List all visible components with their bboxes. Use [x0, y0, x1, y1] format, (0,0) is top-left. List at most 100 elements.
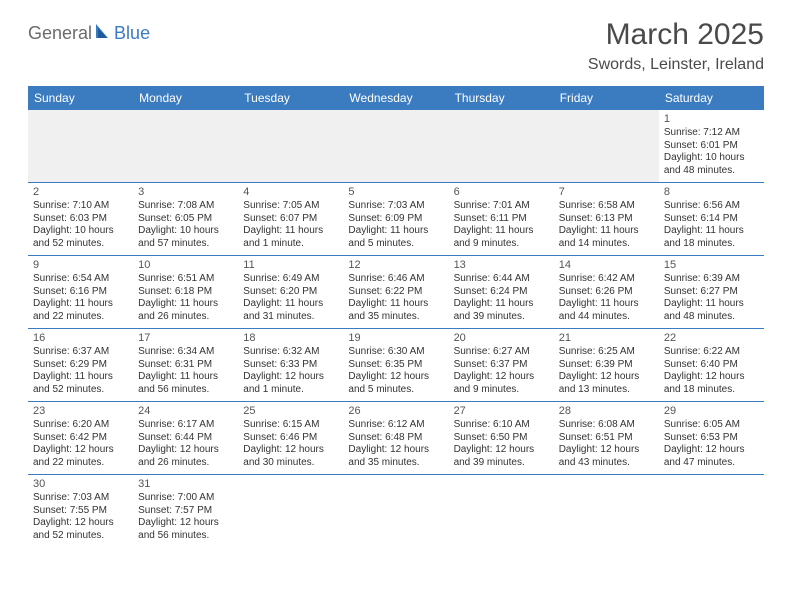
calendar-day-cell: 7Sunrise: 6:58 AMSunset: 6:13 PMDaylight… [554, 183, 659, 256]
sunrise-text: Sunrise: 6:22 AM [664, 346, 759, 359]
sunrise-text: Sunrise: 6:37 AM [33, 346, 128, 359]
sunrise-text: Sunrise: 7:08 AM [138, 200, 233, 213]
day-number: 18 [243, 332, 338, 344]
day-header: Wednesday [343, 86, 448, 110]
month-title: March 2025 [588, 18, 764, 52]
daylight-text-2: and 18 minutes. [664, 384, 759, 397]
daylight-text-1: Daylight: 11 hours [348, 298, 443, 311]
daylight-text-1: Daylight: 12 hours [348, 444, 443, 457]
sunrise-text: Sunrise: 6:12 AM [348, 419, 443, 432]
daylight-text-1: Daylight: 11 hours [454, 225, 549, 238]
daylight-text-2: and 1 minute. [243, 238, 338, 251]
calendar-day-cell [133, 110, 238, 183]
calendar-week-row: 2Sunrise: 7:10 AMSunset: 6:03 PMDaylight… [28, 183, 764, 256]
day-number: 29 [664, 405, 759, 417]
day-number: 12 [348, 259, 443, 271]
day-number: 30 [33, 478, 128, 490]
calendar-day-cell: 2Sunrise: 7:10 AMSunset: 6:03 PMDaylight… [28, 183, 133, 256]
daylight-text-2: and 1 minute. [243, 384, 338, 397]
sunrise-text: Sunrise: 6:58 AM [559, 200, 654, 213]
day-number: 1 [664, 113, 759, 125]
calendar-day-cell: 5Sunrise: 7:03 AMSunset: 6:09 PMDaylight… [343, 183, 448, 256]
daylight-text-2: and 56 minutes. [138, 384, 233, 397]
logo-text-general: General [28, 23, 92, 44]
sunset-text: Sunset: 6:46 PM [243, 432, 338, 445]
sunrise-text: Sunrise: 7:10 AM [33, 200, 128, 213]
sunset-text: Sunset: 6:16 PM [33, 286, 128, 299]
daylight-text-2: and 48 minutes. [664, 311, 759, 324]
daylight-text-2: and 9 minutes. [454, 238, 549, 251]
daylight-text-2: and 57 minutes. [138, 238, 233, 251]
sunrise-text: Sunrise: 6:42 AM [559, 273, 654, 286]
calendar-week-row: 1Sunrise: 7:12 AMSunset: 6:01 PMDaylight… [28, 110, 764, 183]
sunrise-text: Sunrise: 6:34 AM [138, 346, 233, 359]
calendar-day-cell: 14Sunrise: 6:42 AMSunset: 6:26 PMDayligh… [554, 256, 659, 329]
sunrise-text: Sunrise: 6:20 AM [33, 419, 128, 432]
sunset-text: Sunset: 6:42 PM [33, 432, 128, 445]
daylight-text-2: and 9 minutes. [454, 384, 549, 397]
calendar-day-cell [554, 110, 659, 183]
sunset-text: Sunset: 6:14 PM [664, 213, 759, 226]
daylight-text-2: and 39 minutes. [454, 457, 549, 470]
day-number: 21 [559, 332, 654, 344]
calendar-day-cell: 12Sunrise: 6:46 AMSunset: 6:22 PMDayligh… [343, 256, 448, 329]
daylight-text-1: Daylight: 12 hours [454, 444, 549, 457]
day-header: Thursday [449, 86, 554, 110]
daylight-text-2: and 44 minutes. [559, 311, 654, 324]
daylight-text-2: and 22 minutes. [33, 311, 128, 324]
sunrise-text: Sunrise: 6:44 AM [454, 273, 549, 286]
title-block: March 2025 Swords, Leinster, Ireland [588, 18, 764, 74]
daylight-text-2: and 31 minutes. [243, 311, 338, 324]
sunset-text: Sunset: 6:07 PM [243, 213, 338, 226]
calendar-day-cell: 11Sunrise: 6:49 AMSunset: 6:20 PMDayligh… [238, 256, 343, 329]
location-text: Swords, Leinster, Ireland [588, 56, 764, 74]
daylight-text-2: and 14 minutes. [559, 238, 654, 251]
day-number: 6 [454, 186, 549, 198]
sunset-text: Sunset: 6:35 PM [348, 359, 443, 372]
daylight-text-2: and 18 minutes. [664, 238, 759, 251]
day-header: Friday [554, 86, 659, 110]
daylight-text-2: and 30 minutes. [243, 457, 338, 470]
sunset-text: Sunset: 6:18 PM [138, 286, 233, 299]
calendar-day-cell: 31Sunrise: 7:00 AMSunset: 7:57 PMDayligh… [133, 475, 238, 548]
sunset-text: Sunset: 6:26 PM [559, 286, 654, 299]
daylight-text-1: Daylight: 12 hours [664, 371, 759, 384]
calendar-day-cell: 21Sunrise: 6:25 AMSunset: 6:39 PMDayligh… [554, 329, 659, 402]
sunset-text: Sunset: 6:09 PM [348, 213, 443, 226]
sunset-text: Sunset: 6:13 PM [559, 213, 654, 226]
sunset-text: Sunset: 6:53 PM [664, 432, 759, 445]
sunrise-text: Sunrise: 6:46 AM [348, 273, 443, 286]
calendar-day-cell: 15Sunrise: 6:39 AMSunset: 6:27 PMDayligh… [659, 256, 764, 329]
daylight-text-1: Daylight: 12 hours [138, 444, 233, 457]
daylight-text-2: and 39 minutes. [454, 311, 549, 324]
daylight-text-1: Daylight: 11 hours [559, 298, 654, 311]
sunset-text: Sunset: 6:01 PM [664, 140, 759, 153]
logo-sail-icon [94, 22, 114, 45]
calendar-day-cell [28, 110, 133, 183]
day-number: 31 [138, 478, 233, 490]
daylight-text-1: Daylight: 12 hours [664, 444, 759, 457]
daylight-text-2: and 22 minutes. [33, 457, 128, 470]
calendar-day-cell [659, 475, 764, 548]
daylight-text-2: and 35 minutes. [348, 311, 443, 324]
day-number: 17 [138, 332, 233, 344]
day-number: 20 [454, 332, 549, 344]
daylight-text-1: Daylight: 12 hours [348, 371, 443, 384]
day-number: 7 [559, 186, 654, 198]
daylight-text-2: and 26 minutes. [138, 311, 233, 324]
sunset-text: Sunset: 6:20 PM [243, 286, 338, 299]
logo-text-blue: Blue [114, 23, 150, 44]
calendar-day-cell [449, 475, 554, 548]
sunrise-text: Sunrise: 7:12 AM [664, 127, 759, 140]
calendar-day-cell: 16Sunrise: 6:37 AMSunset: 6:29 PMDayligh… [28, 329, 133, 402]
page-header: General Blue March 2025 Swords, Leinster… [28, 18, 764, 74]
sunrise-text: Sunrise: 6:27 AM [454, 346, 549, 359]
sunrise-text: Sunrise: 6:39 AM [664, 273, 759, 286]
sunrise-text: Sunrise: 7:01 AM [454, 200, 549, 213]
day-number: 25 [243, 405, 338, 417]
sunrise-text: Sunrise: 6:51 AM [138, 273, 233, 286]
sunset-text: Sunset: 6:33 PM [243, 359, 338, 372]
calendar-day-cell: 4Sunrise: 7:05 AMSunset: 6:07 PMDaylight… [238, 183, 343, 256]
daylight-text-1: Daylight: 10 hours [138, 225, 233, 238]
day-header: Monday [133, 86, 238, 110]
